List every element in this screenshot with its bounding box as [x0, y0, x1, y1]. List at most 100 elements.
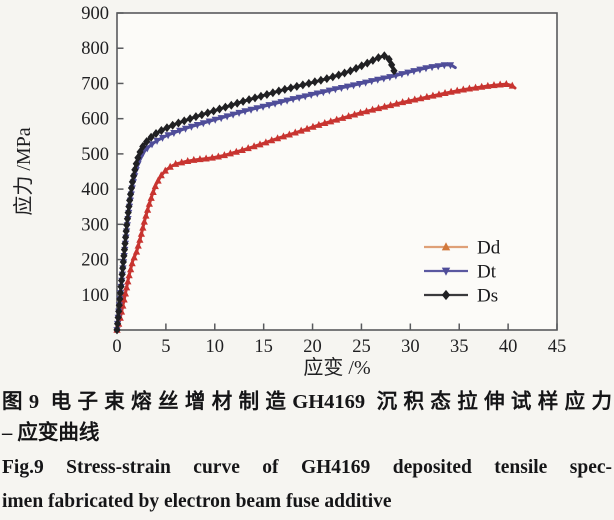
triangle-down-marker	[259, 103, 267, 111]
triangle-up-marker	[130, 253, 138, 261]
triangle-up-marker	[429, 91, 437, 99]
y-tick-label: 600	[81, 110, 109, 130]
triangle-up-marker	[238, 145, 246, 153]
diamond-marker	[263, 89, 271, 99]
legend-row-Dd: Dd	[424, 238, 501, 259]
y-tick-label: 800	[81, 39, 109, 59]
triangle-down-marker	[253, 105, 261, 113]
triangle-down-marker	[241, 108, 249, 116]
y-tick-label: 900	[81, 4, 109, 24]
diamond-marker	[113, 325, 121, 335]
triangle-down-marker	[398, 71, 406, 79]
diamond-marker	[210, 106, 218, 116]
diamond-marker	[441, 289, 451, 301]
diamond-marker	[374, 53, 383, 63]
triangle-down-marker	[313, 90, 321, 98]
x-tick-label: 40	[499, 337, 518, 357]
x-tick-label: 10	[206, 337, 225, 357]
triangle-down-marker	[217, 115, 225, 123]
diamond-marker	[311, 77, 319, 87]
triangle-up-marker	[137, 229, 145, 237]
triangle-up-marker	[321, 119, 329, 127]
y-tick-label: 400	[81, 180, 109, 200]
diamond-marker	[113, 319, 122, 329]
triangle-up-marker	[279, 132, 288, 140]
triangle-down-marker	[440, 62, 448, 70]
diamond-marker	[169, 120, 177, 130]
diamond-marker	[152, 129, 160, 139]
diamond-marker	[126, 195, 134, 205]
diamond-marker	[120, 245, 129, 255]
diamond-marker	[346, 66, 355, 76]
triangle-down-marker	[422, 65, 430, 73]
triangle-up-marker	[178, 158, 186, 166]
triangle-up-marker	[244, 144, 252, 152]
diamond-marker	[204, 108, 212, 118]
triangle-up-marker	[315, 120, 323, 128]
triangle-down-marker	[368, 78, 376, 86]
caption-en-line1: Fig.9 Stress-strain curve of GH4169 depo…	[2, 457, 612, 478]
y-tick-label: 100	[81, 286, 109, 306]
triangle-up-marker	[134, 241, 142, 249]
axis-ticks: 0 5 10 15 20 25 30 35 40 45 100 200 300 400 500 600 700 8…	[81, 4, 566, 357]
triangle-up-marker	[405, 96, 413, 104]
triangle-up-marker	[157, 171, 165, 179]
diamond-marker	[123, 220, 131, 230]
series-Ds	[113, 51, 398, 335]
diamond-marker	[293, 81, 301, 91]
series-Dd	[113, 79, 517, 333]
triangle-up-marker	[161, 166, 169, 174]
triangle-up-marker	[303, 124, 311, 132]
diamond-marker	[275, 86, 283, 96]
diamond-marker	[139, 141, 147, 151]
triangle-up-marker	[478, 82, 486, 90]
triangle-down-marker	[223, 113, 231, 121]
triangle-down-marker	[434, 63, 442, 71]
legend: Dd Dt Ds	[424, 238, 501, 307]
diamond-marker	[157, 125, 166, 135]
diamond-marker	[127, 183, 136, 193]
triangle-down-marker	[410, 68, 418, 76]
triangle-up-marker	[453, 86, 461, 94]
triangle-up-marker	[465, 84, 474, 92]
triangle-up-marker	[136, 235, 144, 243]
triangle-down-marker	[428, 64, 436, 72]
triangle-up-marker	[262, 138, 270, 146]
triangle-up-marker	[345, 112, 353, 120]
caption-zh-line1: 图9 电子束熔丝增材制造GH4169 沉积态拉伸试样应力	[2, 391, 612, 413]
triangle-up-marker	[184, 157, 192, 165]
triangle-down-marker	[374, 76, 382, 84]
diamond-marker	[119, 257, 127, 267]
triangle-down-marker	[404, 69, 412, 77]
triangle-down-marker	[441, 267, 451, 276]
legend-label: Dt	[477, 262, 497, 283]
diamond-marker	[128, 177, 136, 187]
y-tick-label: 700	[81, 74, 109, 94]
chart-canvas: 0 5 10 15 20 25 30 35 40 45 100 200 300 400 500 600 700 8…	[12, 4, 566, 379]
triangle-up-marker	[120, 295, 128, 303]
triangle-up-marker	[291, 128, 299, 136]
triangle-down-marker	[170, 129, 178, 137]
diamond-marker	[269, 88, 277, 98]
triangle-up-marker	[435, 90, 443, 98]
triangle-up-marker	[139, 223, 147, 231]
figure-caption-block: 图9 电子束熔丝增材制造GH4169 沉积态拉伸试样应力 – 应变曲线 Fig.…	[0, 387, 614, 517]
triangle-up-marker	[232, 147, 240, 155]
diamond-marker	[281, 84, 289, 94]
triangle-down-marker	[181, 125, 190, 133]
diamond-marker	[340, 68, 349, 78]
triangle-down-marker	[356, 81, 364, 89]
triangle-down-marker	[193, 121, 201, 129]
triangle-up-marker	[250, 142, 258, 150]
triangle-down-marker	[211, 116, 219, 124]
diamond-marker	[369, 55, 377, 65]
diamond-marker	[239, 96, 247, 106]
triangle-down-marker	[205, 118, 213, 126]
diamond-marker	[186, 114, 194, 124]
triangle-up-marker	[166, 162, 174, 170]
x-tick-label: 30	[401, 337, 420, 357]
triangle-down-marker	[164, 132, 172, 140]
triangle-up-marker	[172, 159, 180, 167]
triangle-up-marker	[459, 85, 467, 93]
